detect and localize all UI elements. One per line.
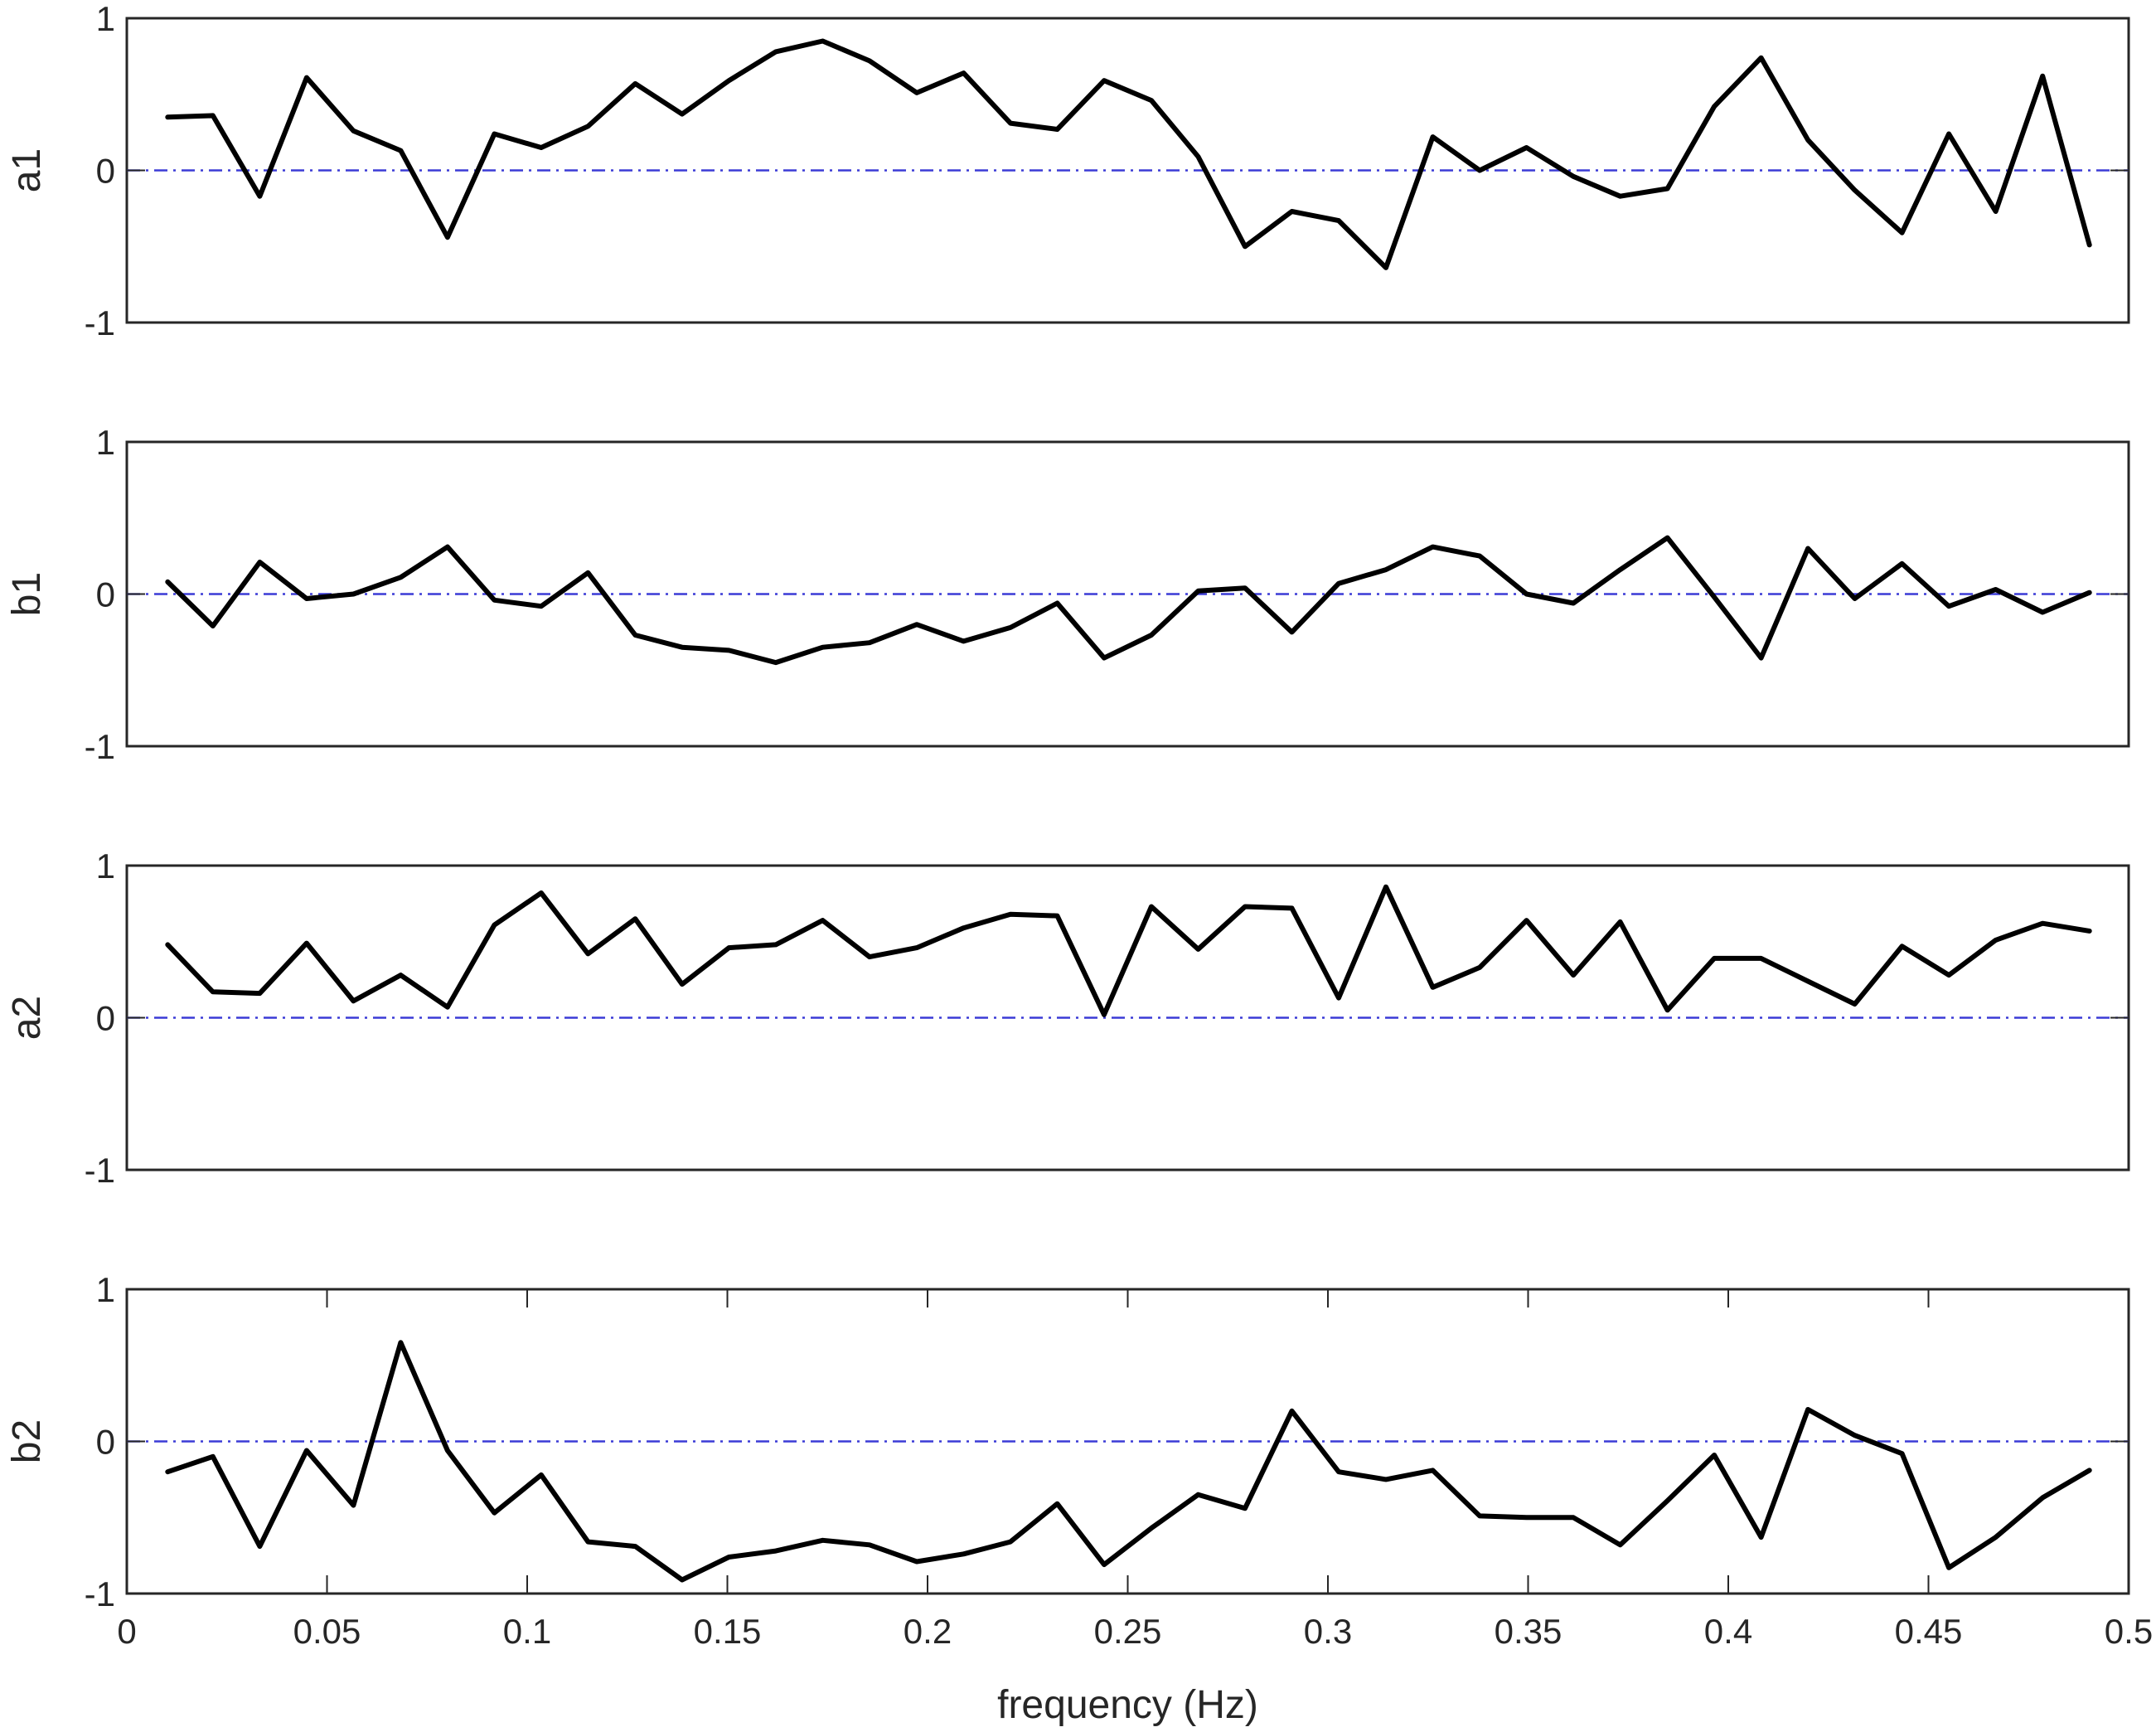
y-tick-label: 1 — [96, 847, 115, 885]
x-tick-label: 0.05 — [293, 1612, 361, 1651]
x-tick-label: 0.15 — [694, 1612, 762, 1651]
y-ticks-a1: -1 0 1 — [85, 0, 2129, 342]
y-ticks-b1: -1 0 1 — [85, 423, 2129, 766]
y-tick-label: 0 — [96, 152, 115, 191]
y-axis-label-b2: b2 — [5, 1419, 49, 1463]
plot-area-b1 — [125, 440, 2130, 748]
x-tick-label: 0.25 — [1094, 1612, 1162, 1651]
y-ticks-b2: -1 0 1 — [85, 1270, 2129, 1613]
y-tick-label: -1 — [85, 727, 115, 766]
y-axis-label-a1: a1 — [5, 148, 49, 192]
panel-a1: -1 0 1 a1 — [5, 0, 2130, 342]
x-tick-label: 0.2 — [904, 1612, 952, 1651]
y-tick-label: 0 — [96, 999, 115, 1038]
y-tick-label: -1 — [85, 1151, 115, 1190]
y-tick-label: 1 — [96, 0, 115, 38]
y-tick-label: 1 — [96, 423, 115, 462]
y-axis-label-a2: a2 — [5, 996, 49, 1040]
y-tick-label: -1 — [85, 303, 115, 342]
panel-b2: -101 0 0.05 0.1 0.15 0.2 0.25 0.3 0.35 0.4 0.45 0.… — [5, 1270, 2153, 1727]
y-tick-label: 0 — [96, 1423, 115, 1462]
panel-b1: -1 0 1 b1 — [5, 423, 2130, 766]
series-line-a1 — [165, 38, 2092, 270]
x-tick-label: 0.5 — [2105, 1612, 2153, 1651]
y-tick-label: 1 — [96, 1270, 115, 1309]
x-tick-label: 0 — [117, 1612, 136, 1651]
series-line-b1 — [165, 535, 2092, 666]
y-tick-label: 0 — [96, 575, 115, 614]
x-tick-label: 0.35 — [1495, 1612, 1562, 1651]
x-tick-label: 0.3 — [1304, 1612, 1352, 1651]
y-tick-label: -1 — [85, 1574, 115, 1613]
x-ticks-b2: 0 0.05 0.1 0.15 0.2 0.25 0.3 0.35 0.4 0.45 0.5 — [117, 1289, 2153, 1651]
x-tick-label: 0.45 — [1895, 1612, 1963, 1651]
x-axis-label: frequency (Hz) — [997, 1683, 1258, 1727]
panel-a2: -1 0 1 a2 — [5, 847, 2130, 1190]
x-tick-label: 0.1 — [503, 1612, 551, 1651]
x-tick-label: 0.4 — [1704, 1612, 1752, 1651]
y-axis-label-b1: b1 — [5, 572, 49, 616]
y-ticks-a2: -1 0 1 — [85, 847, 2129, 1190]
series-line-a2 — [165, 884, 2092, 1017]
series-line-b2 — [165, 1340, 2092, 1583]
